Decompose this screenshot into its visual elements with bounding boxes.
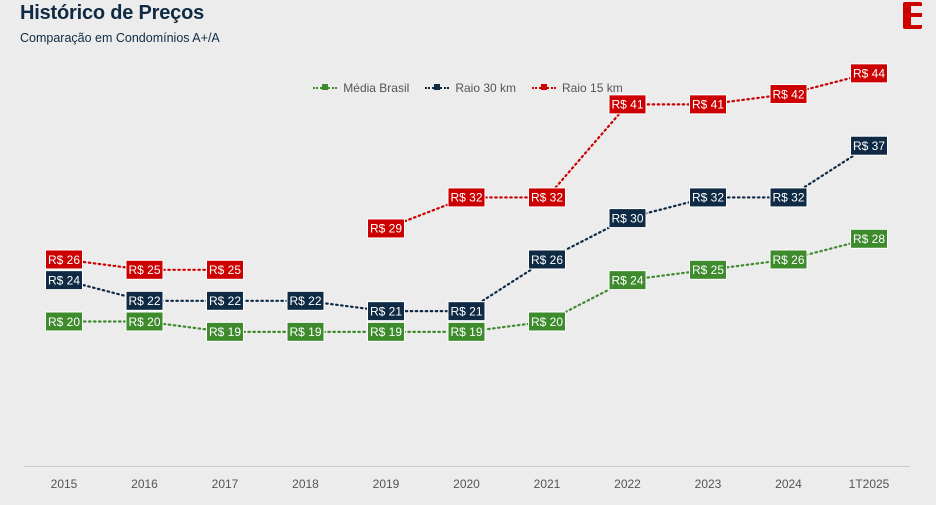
legend-label: Raio 15 km [562,81,623,95]
chart-legend: Média Brasil Raio 30 km Raio 15 km [0,81,936,95]
legend-marker-icon [425,83,450,93]
data-label: R$ 19 [209,325,241,339]
data-label: R$ 25 [128,263,160,277]
x-tick-label: 2017 [212,477,239,491]
data-point-marker [769,84,808,105]
x-tick-label: 2023 [695,477,722,491]
data-label: R$ 21 [450,304,482,318]
data-label: R$ 19 [450,325,482,339]
data-point-marker [125,259,164,280]
data-point-marker [850,228,888,249]
x-tick-label: 2019 [373,477,400,491]
data-label: R$ 41 [611,98,643,112]
data-label: R$ 24 [48,273,80,287]
legend-item-media-brasil[interactable]: Média Brasil [313,81,409,95]
data-label: R$ 42 [772,87,804,101]
data-point-marker [850,135,888,156]
data-label: R$ 25 [692,263,724,277]
data-point-marker [45,311,83,332]
x-tick-label: 1T2025 [849,477,890,491]
data-label: R$ 29 [370,222,402,236]
data-label: R$ 22 [128,294,160,308]
series-line [62,144,871,313]
data-point-marker [769,249,808,270]
data-label: R$ 22 [209,294,241,308]
data-label: R$ 20 [128,315,160,329]
x-tick-label: 2022 [614,477,641,491]
data-point-marker [45,270,83,291]
data-point-marker [125,311,164,332]
data-label: R$ 32 [531,191,563,205]
data-label: R$ 25 [209,263,241,277]
x-tick-label: 2018 [292,477,319,491]
data-label: R$ 19 [370,325,402,339]
data-point-marker [528,187,566,208]
data-label: R$ 26 [772,253,804,267]
legend-item-raio-15[interactable]: Raio 15 km [532,81,623,95]
legend-label: Média Brasil [343,81,410,95]
chart-subtitle: Comparação em Condomínios A+/A [20,31,220,45]
data-point-marker [850,63,888,84]
data-point-marker [286,290,325,311]
data-point-marker [447,187,486,208]
data-label: R$ 22 [289,294,321,308]
data-point-marker [689,259,727,280]
data-label: R$ 21 [370,304,402,318]
x-tick-label: 2015 [51,477,78,491]
data-point-marker [608,94,647,115]
data-label: R$ 26 [531,253,563,267]
legend-marker-icon [532,83,557,93]
data-point-marker [206,321,244,342]
data-point-marker [125,290,164,311]
data-point-marker [608,208,647,229]
data-point-marker [45,249,83,270]
data-label: R$ 19 [289,325,321,339]
series-line [62,237,871,333]
data-label: R$ 26 [48,253,80,267]
data-point-marker [206,259,244,280]
data-point-marker [528,249,566,270]
data-label: R$ 32 [772,191,804,205]
data-label: R$ 28 [853,232,885,246]
data-label: R$ 30 [611,211,643,225]
data-point-marker [447,301,486,322]
data-point-marker [367,218,405,239]
brand-logo-icon [903,2,922,29]
data-label: R$ 20 [531,315,563,329]
data-point-marker [367,301,405,322]
data-point-marker [689,94,727,115]
data-point-marker [769,187,808,208]
data-point-marker [689,187,727,208]
x-tick-label: 2024 [775,477,802,491]
data-label: R$ 24 [611,273,643,287]
data-point-marker [447,321,486,342]
data-point-marker [608,270,647,291]
data-label: R$ 32 [450,191,482,205]
data-label: R$ 44 [853,67,885,81]
data-label: R$ 20 [48,315,80,329]
data-point-marker [286,321,325,342]
data-point-marker [367,321,405,342]
x-tick-label: 2016 [131,477,158,491]
legend-label: Raio 30 km [455,81,517,95]
data-label: R$ 32 [692,191,724,205]
chart-title: Histórico de Preços [20,2,205,24]
data-point-marker [206,290,244,311]
data-point-marker [528,311,566,332]
data-label: R$ 41 [692,98,724,112]
legend-item-raio-30[interactable]: Raio 30 km [425,81,516,95]
data-label: R$ 37 [853,139,885,153]
legend-marker-icon [313,83,338,93]
x-tick-label: 2020 [453,477,480,491]
x-tick-label: 2021 [534,477,561,491]
